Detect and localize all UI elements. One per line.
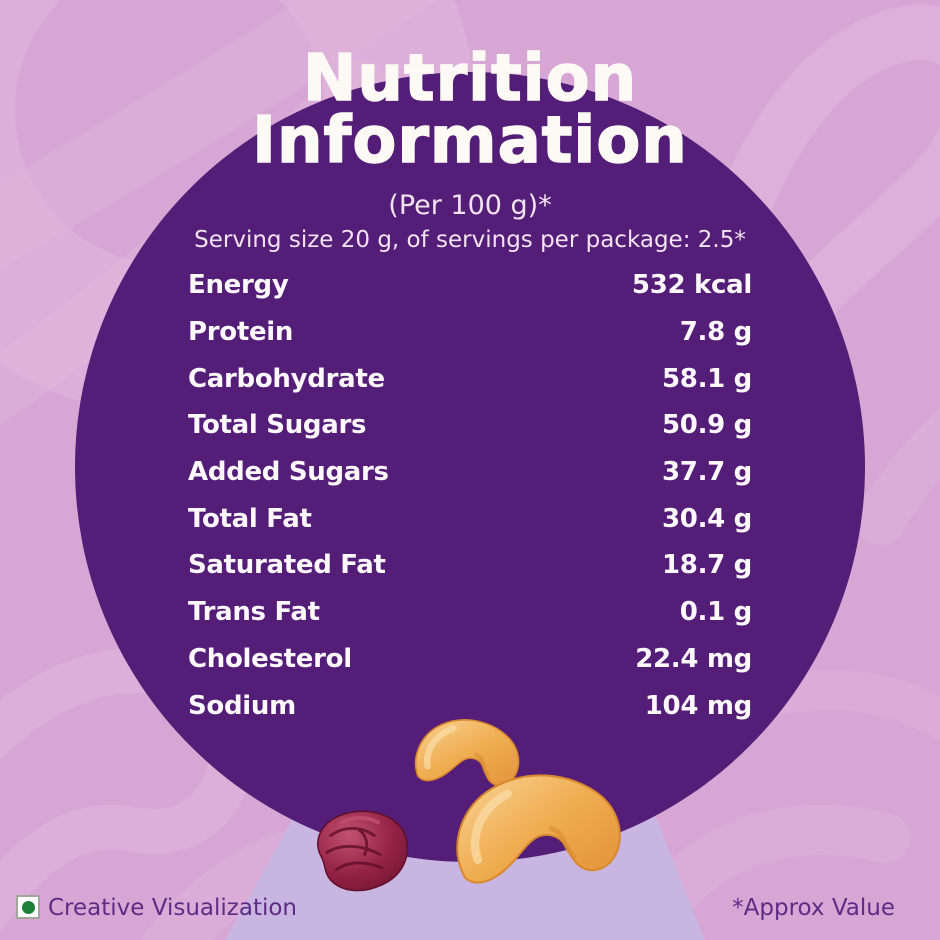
row-value: 18.7 g bbox=[661, 550, 752, 581]
row-value: 50.9 g bbox=[661, 410, 752, 441]
row-value: 37.7 g bbox=[661, 457, 752, 488]
row-label: Carbohydrate bbox=[188, 363, 385, 394]
cashews-raisin-illustration bbox=[317, 719, 621, 892]
page-title: Nutrition Information bbox=[0, 42, 940, 178]
row-label: Total Sugars bbox=[188, 410, 367, 441]
table-row: Saturated Fat 18.7 g bbox=[188, 542, 752, 589]
table-row: Carbohydrate 58.1 g bbox=[188, 355, 752, 402]
table-row: Added Sugars 37.7 g bbox=[188, 449, 752, 496]
row-value: 30.4 g bbox=[661, 503, 752, 534]
row-label: Energy bbox=[188, 270, 289, 301]
row-label: Protein bbox=[188, 317, 294, 348]
table-row: Energy 532 kcal bbox=[188, 262, 752, 309]
row-label: Added Sugars bbox=[188, 457, 389, 488]
cashew-icon bbox=[456, 774, 621, 884]
table-row: Cholesterol 22.4 mg bbox=[188, 636, 752, 683]
row-label: Total Fat bbox=[188, 503, 312, 534]
row-value: 7.8 g bbox=[679, 317, 753, 348]
table-row: Total Sugars 50.9 g bbox=[188, 402, 752, 449]
veg-dot bbox=[21, 900, 35, 914]
creative-visualization-label: Creative Visualization bbox=[48, 895, 298, 921]
approx-value-note: *Approx Value bbox=[732, 895, 895, 921]
row-label: Sodium bbox=[188, 690, 296, 721]
table-row: Trans Fat 0.1 g bbox=[188, 589, 752, 636]
nutrition-table: Energy 532 kcal Protein 7.8 g Carbohydrate 58… bbox=[188, 262, 752, 729]
row-value: 58.1 g bbox=[661, 363, 752, 394]
page-title-line1: Nutrition bbox=[302, 42, 638, 116]
table-row: Protein 7.8 g bbox=[188, 309, 752, 356]
row-value: 104 mg bbox=[644, 690, 753, 721]
page-title-line2: Information bbox=[251, 104, 688, 178]
subtitle-per-100g: (Per 100 g)* bbox=[388, 190, 552, 221]
subtitle-serving-size: Serving size 20 g, of servings per packa… bbox=[194, 227, 746, 253]
row-value: 0.1 g bbox=[679, 597, 753, 628]
row-label: Trans Fat bbox=[188, 597, 320, 628]
row-label: Cholesterol bbox=[188, 643, 352, 674]
table-row: Sodium 104 mg bbox=[188, 682, 752, 729]
row-value: 22.4 mg bbox=[635, 643, 752, 674]
raisin-icon bbox=[317, 810, 409, 892]
veg-mark-icon bbox=[16, 895, 40, 919]
row-value: 532 kcal bbox=[631, 270, 752, 301]
row-label: Saturated Fat bbox=[188, 550, 386, 581]
table-row: Total Fat 30.4 g bbox=[188, 495, 752, 542]
